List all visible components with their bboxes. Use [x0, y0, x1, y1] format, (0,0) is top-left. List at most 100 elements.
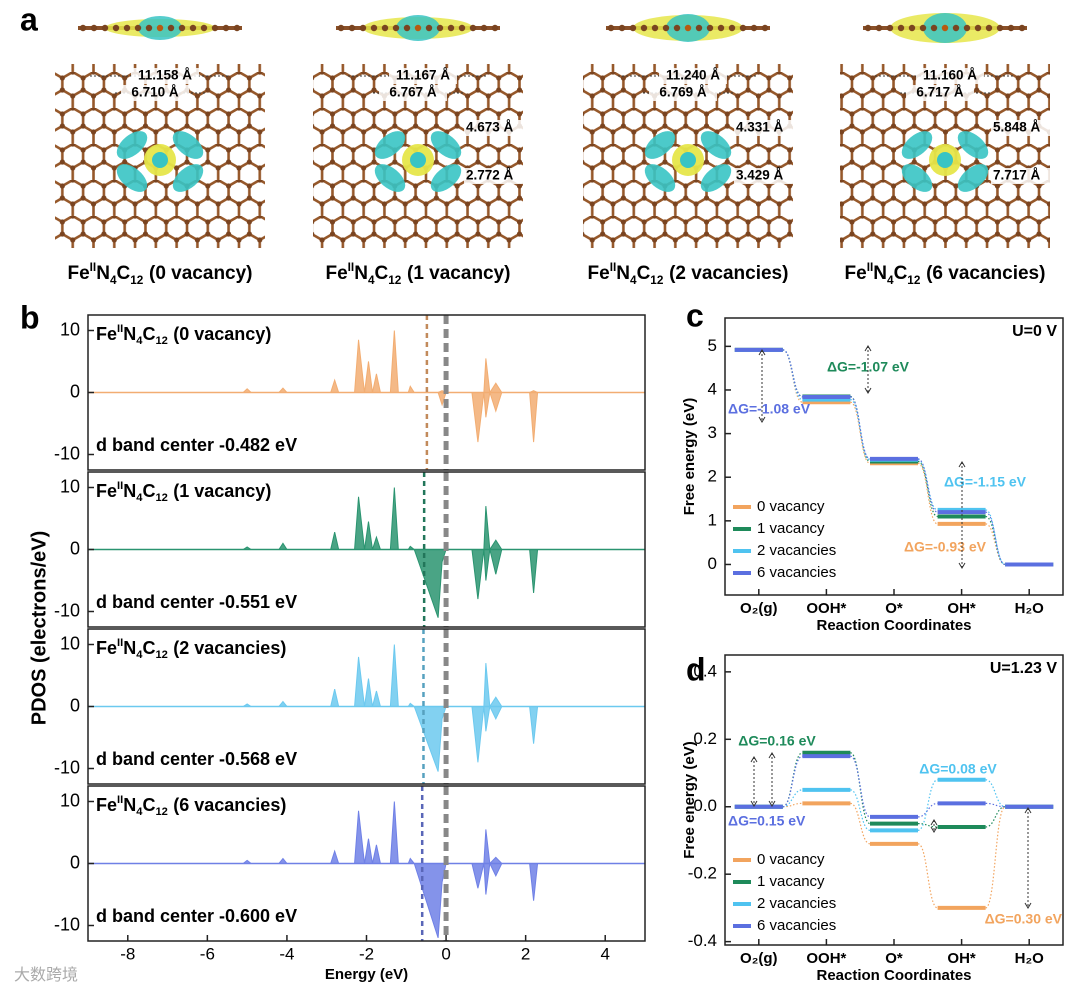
- pdos-area: [88, 330, 645, 394]
- formula-part: II: [348, 261, 355, 274]
- density-blob: [430, 131, 462, 159]
- y-tick-label: -0.2: [688, 864, 717, 883]
- caption-label: (1 vacancy): [407, 263, 511, 284]
- density-blob: [937, 152, 953, 168]
- panel-label: d: [686, 651, 706, 687]
- legend-label: 2 vacancies: [757, 542, 836, 559]
- formula-part: 12: [130, 274, 144, 287]
- formula-part: N: [96, 263, 110, 284]
- connector: [985, 511, 1006, 566]
- density-blob: [644, 164, 676, 192]
- connector: [985, 515, 1006, 566]
- caption: FeIIN4C12 (0 vacancy): [67, 261, 252, 287]
- caption-label: (2 vacancies): [173, 638, 286, 658]
- y-tick-label: 0: [70, 538, 80, 558]
- atom: [233, 24, 241, 32]
- label-bg: [734, 120, 802, 136]
- atom: [607, 24, 615, 32]
- caption: FeIIN4C12 (1 vacancy): [325, 261, 510, 287]
- formula-part: C: [116, 263, 130, 284]
- atom: [974, 24, 982, 32]
- atom: [392, 24, 400, 32]
- formula-part: 12: [155, 492, 167, 504]
- formula-part: II: [117, 480, 123, 492]
- pdos-area: [88, 487, 645, 551]
- density-blob: [116, 131, 148, 159]
- formula-part: 4: [368, 274, 375, 287]
- x-tick-label: -6: [200, 944, 215, 963]
- pdos-area: [88, 801, 645, 865]
- connector: [782, 789, 803, 808]
- atom: [156, 24, 164, 32]
- label-bg: [464, 120, 532, 136]
- density-blob: [172, 131, 204, 159]
- label-bg: [659, 68, 727, 84]
- panel-label: c: [686, 297, 704, 333]
- density-blob: [644, 131, 676, 159]
- x-axis-label: Reaction Coordinates: [816, 617, 971, 634]
- atom: [897, 24, 905, 32]
- density-blob: [152, 152, 168, 168]
- atom: [425, 24, 433, 32]
- connector: [782, 802, 803, 808]
- formula-part: 12: [155, 806, 167, 818]
- formula-part: 4: [887, 274, 894, 287]
- atom: [178, 24, 186, 32]
- atom: [101, 24, 109, 32]
- distance-label: 2.772 Å: [466, 168, 514, 183]
- caption-label: (1 vacancy): [173, 481, 271, 501]
- atom: [112, 24, 120, 32]
- label-bg: [464, 168, 532, 184]
- y-tick-label: -0.4: [688, 931, 717, 950]
- annotation: d band center -0.568 eV: [96, 749, 297, 769]
- connector: [917, 802, 938, 818]
- atom: [673, 24, 681, 32]
- formula-part: N: [354, 263, 368, 284]
- formula-part: II: [117, 637, 123, 649]
- atom: [717, 24, 725, 32]
- formula-part: Fe: [96, 795, 117, 815]
- x-tick-label: 0: [441, 944, 450, 963]
- atom: [458, 24, 466, 32]
- distance-label: 6.769 Å: [659, 85, 707, 100]
- x-tick-label: O₂(g): [740, 600, 778, 617]
- connector: [917, 459, 938, 511]
- y-tick-label: 0.4: [693, 661, 717, 680]
- y-tick-label: 1: [708, 510, 717, 529]
- y-tick-label: -10: [54, 757, 80, 777]
- atom: [728, 24, 736, 32]
- atom: [337, 24, 345, 32]
- atom: [930, 24, 938, 32]
- formula-part: II: [90, 261, 97, 274]
- formula-part: C: [142, 638, 155, 658]
- label-bg: [121, 85, 189, 101]
- y-tick-label: 2: [708, 467, 717, 486]
- y-tick-label: 0: [70, 852, 80, 872]
- watermark: 大数跨境: [14, 965, 78, 984]
- arrow-head: [758, 349, 766, 423]
- pdos-area: [88, 704, 645, 772]
- atom: [662, 24, 670, 32]
- distance-label: 6.767 Å: [389, 85, 437, 100]
- formula-part: N: [123, 324, 136, 344]
- x-tick-label: 2: [521, 944, 530, 963]
- caption-label: (6 vacancies): [926, 263, 1045, 284]
- panel-label: b: [20, 299, 40, 335]
- formula-part: 12: [907, 274, 921, 287]
- annotation: ΔG=0.08 eV: [919, 761, 997, 777]
- density-blob: [116, 164, 148, 192]
- panel-label: a: [20, 1, 38, 37]
- arrow-head: [864, 345, 872, 394]
- caption: FeIIN4C12 (1 vacancy): [96, 480, 271, 504]
- caption-label: (2 vacancies): [669, 263, 788, 284]
- pdos-area: [88, 549, 645, 618]
- arrow-head: [958, 461, 966, 569]
- atom: [370, 24, 378, 32]
- label-bg: [991, 168, 1059, 184]
- x-tick-label: H₂O: [1015, 950, 1044, 967]
- formula-part: C: [894, 263, 908, 284]
- x-tick-label: OH*: [947, 950, 976, 967]
- formula-part: 4: [630, 274, 637, 287]
- formula-part: Fe: [96, 324, 117, 344]
- caption: FeIIN4C12 (2 vacancies): [96, 637, 286, 661]
